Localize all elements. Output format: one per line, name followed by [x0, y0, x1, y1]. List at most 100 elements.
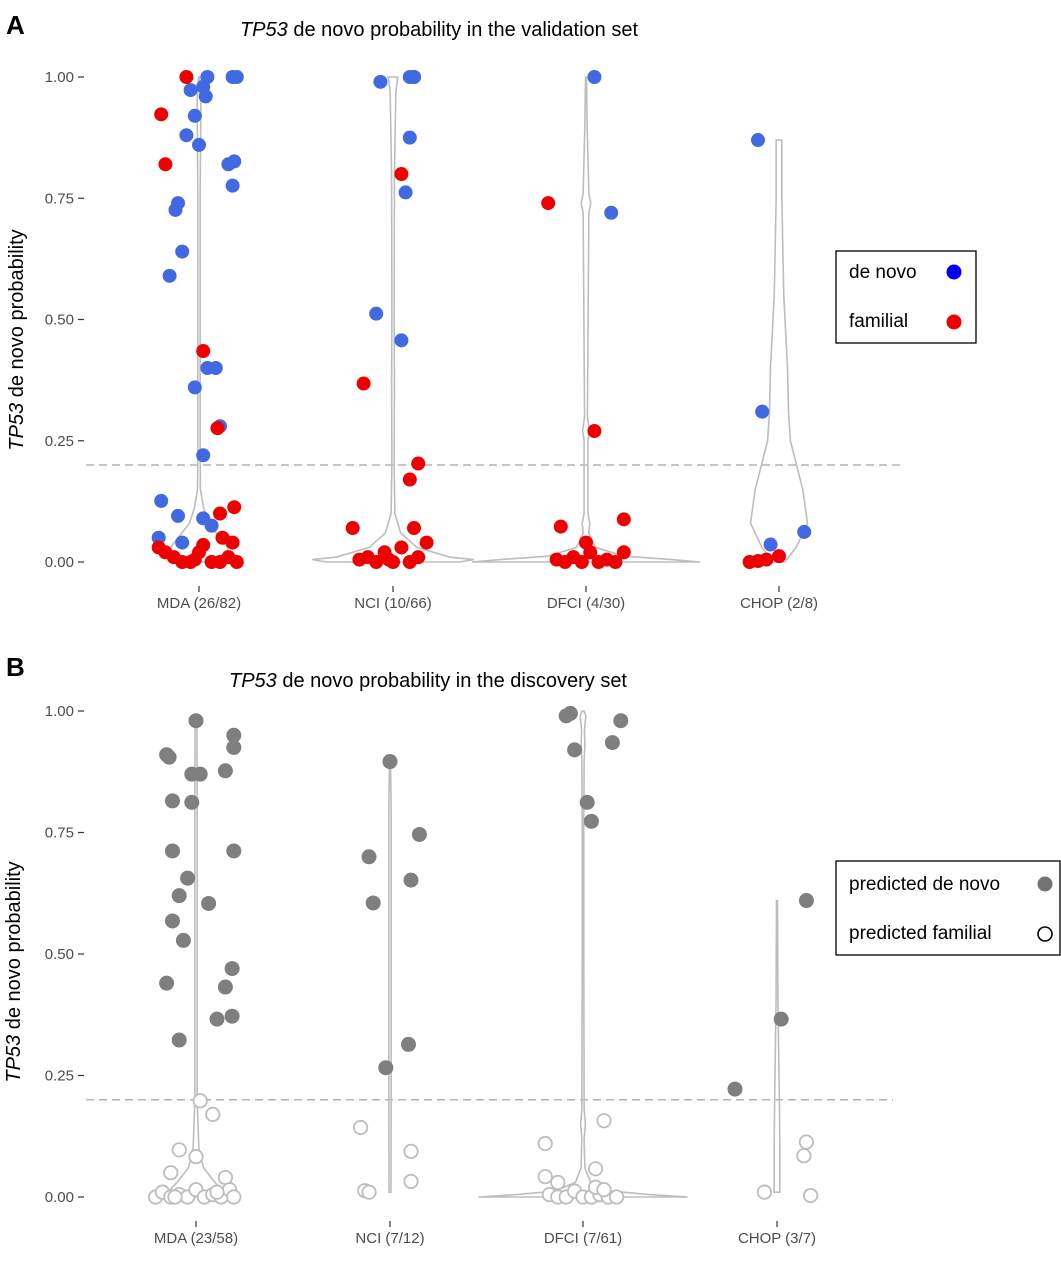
violin-outline	[388, 758, 392, 1193]
panel-a-ylabel-italic: TP53	[6, 403, 28, 451]
data-point	[407, 521, 421, 536]
legend-marker-predicted-de-novo	[1037, 876, 1053, 892]
data-point	[541, 196, 556, 211]
data-point	[151, 530, 166, 545]
data-point-open	[596, 1182, 612, 1198]
data-point	[208, 361, 223, 375]
data-point	[727, 1081, 743, 1097]
data-point	[616, 545, 631, 560]
panel-b-letter: B	[6, 652, 25, 682]
data-point	[196, 538, 211, 553]
data-point	[154, 107, 169, 122]
data-point	[402, 130, 417, 145]
data-point-open	[167, 1189, 183, 1205]
y-tick-label: 0.75	[45, 190, 74, 207]
x-tick-label: NCI (10/66)	[354, 595, 432, 612]
data-point	[583, 545, 598, 560]
y-tick-label: 0.00	[45, 1189, 74, 1206]
panel-b-title-italic: TP53	[229, 670, 277, 692]
data-point-open	[403, 1173, 419, 1190]
legend-label-familial: familial	[849, 311, 908, 332]
data-point	[187, 380, 202, 395]
data-point	[227, 500, 242, 515]
y-tick-label: 1.00	[45, 703, 74, 720]
data-point	[192, 766, 208, 782]
data-point	[798, 893, 814, 909]
data-point	[608, 555, 623, 569]
data-point	[164, 913, 180, 929]
panel-b-plot: 0.00 0.25 0.50 0.75 1.00 MDA (23/58) NCI (7/12…	[45, 703, 893, 1247]
data-point	[187, 552, 202, 567]
y-tick-label: 0.50	[45, 312, 74, 329]
data-point	[373, 74, 388, 89]
data-point	[378, 1060, 394, 1076]
data-point	[402, 472, 417, 487]
data-point	[403, 872, 419, 888]
data-point-open	[403, 1143, 419, 1159]
data-point	[196, 448, 211, 463]
data-point	[369, 555, 384, 569]
data-point	[224, 961, 240, 977]
violin-outline	[749, 139, 809, 563]
data-point	[398, 185, 413, 200]
legend-label-de-novo: de novo	[849, 262, 917, 283]
legend-marker-familial	[946, 314, 962, 330]
data-point	[180, 870, 196, 886]
x-tick-label: MDA (23/58)	[154, 1230, 238, 1247]
y-tick-label: 0.75	[45, 825, 74, 842]
data-point	[411, 826, 427, 842]
data-point	[198, 89, 213, 104]
data-point	[394, 167, 409, 181]
data-point-open	[756, 1184, 773, 1200]
panel-a-plot: 0.00 0.25 0.50 0.75 1.00 MDA (26/82) NCI (10/6…	[45, 69, 900, 612]
data-point	[751, 133, 765, 148]
legend-marker-de-novo	[946, 264, 962, 280]
data-point	[179, 70, 194, 84]
data-point	[171, 1032, 187, 1048]
x-tick-label: DFCI (7/61)	[544, 1230, 622, 1247]
data-point	[175, 932, 191, 948]
data-point	[158, 157, 173, 172]
panel-a-title: TP53 de novo probability in the validati…	[240, 19, 638, 41]
data-point	[361, 849, 377, 865]
data-point-open	[192, 1093, 208, 1109]
violin-outline	[478, 710, 688, 1198]
data-point	[562, 705, 578, 721]
panel-b-legend-box	[835, 860, 1061, 956]
data-point	[184, 794, 200, 810]
panel-a-title-italic: TP53	[240, 19, 288, 41]
data-point	[616, 512, 631, 527]
data-point	[175, 535, 190, 550]
data-point	[613, 713, 629, 729]
data-point-open	[587, 1161, 604, 1177]
data-point	[567, 742, 583, 758]
data-point-open	[798, 1134, 815, 1150]
data-point-open	[205, 1106, 221, 1122]
data-point	[229, 70, 244, 84]
legend-marker-predicted-familial	[1037, 926, 1053, 942]
data-point-open	[226, 1189, 242, 1205]
data-point	[159, 975, 175, 991]
panel-b-legend: predicted de novo predicted familial	[835, 860, 1061, 956]
data-point	[213, 506, 227, 521]
data-point	[209, 1011, 225, 1027]
data-point	[192, 137, 206, 152]
data-point	[161, 749, 177, 765]
data-point	[225, 178, 240, 193]
data-point	[411, 456, 426, 471]
legend-label-predicted-familial: predicted familial	[849, 923, 992, 944]
data-point	[369, 306, 384, 321]
data-point-open	[537, 1135, 553, 1152]
data-point-open	[352, 1119, 369, 1136]
data-point	[382, 754, 398, 770]
x-tick-label: MDA (26/82)	[157, 595, 241, 612]
data-point	[394, 333, 409, 348]
panel-b-title-rest: de novo probability in the discovery set	[277, 670, 628, 692]
data-point	[162, 268, 177, 283]
data-point	[411, 550, 426, 565]
data-point	[224, 1008, 240, 1024]
violin-outline	[166, 719, 226, 1198]
data-point	[583, 813, 599, 829]
data-point	[217, 763, 233, 779]
